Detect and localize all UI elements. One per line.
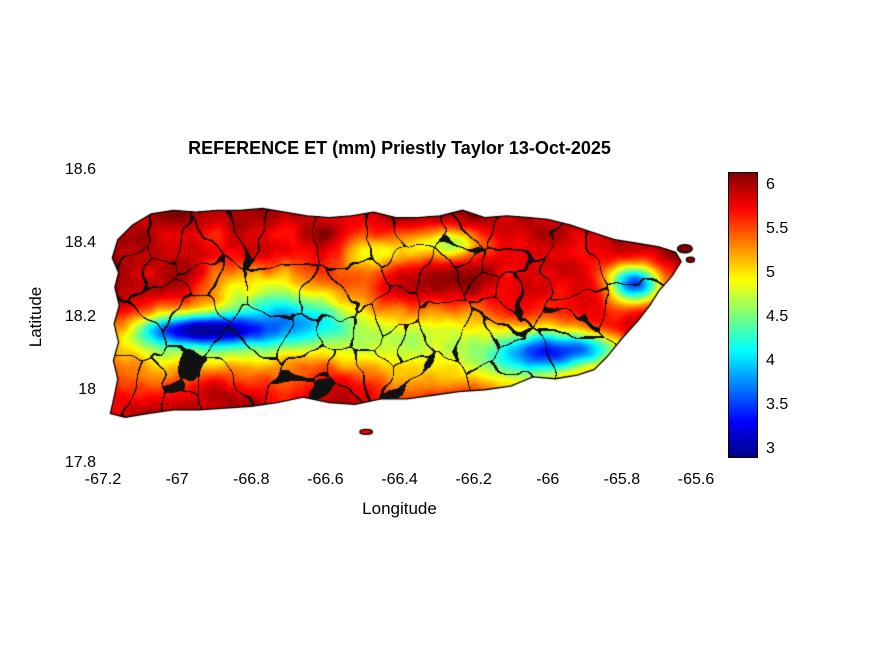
x-tick-label: -67 [165, 471, 189, 488]
colorbar [728, 172, 758, 458]
x-tick-label: -67.2 [84, 471, 122, 488]
x-tick-label: -66 [536, 471, 560, 488]
x-tick-label: -66.6 [307, 471, 344, 488]
map-canvas [103, 170, 696, 463]
x-tick-label: -66.2 [455, 471, 492, 488]
y-tick-label: 18.2 [64, 307, 96, 325]
chart-title: REFERENCE ET (mm) Priestly Taylor 13-Oct… [188, 138, 611, 158]
y-axis-label: Latitude [26, 286, 45, 348]
colorbar-tick-label: 4 [766, 352, 775, 370]
y-tick-label: 18.6 [64, 161, 96, 178]
colorbar-tick-label: 6 [766, 176, 775, 194]
y-tick-label: 18.4 [64, 234, 96, 252]
y-tick-label: 18 [78, 380, 96, 398]
colorbar-tick-label: 5 [766, 264, 775, 282]
colorbar-tick-label: 5.5 [766, 220, 789, 238]
x-tick-label: -65.6 [677, 471, 715, 488]
x-axis-label: Longitude [362, 499, 437, 518]
colorbar-tick-label: 3.5 [766, 396, 789, 414]
x-tick-label: -65.8 [603, 471, 641, 488]
x-tick-label: -66.4 [381, 471, 418, 488]
colorbar-tick-label: 3 [766, 440, 775, 458]
x-tick-label: -66.8 [233, 471, 270, 488]
colorbar-tick-label: 4.5 [766, 308, 789, 326]
y-tick-label: 17.8 [64, 454, 96, 471]
